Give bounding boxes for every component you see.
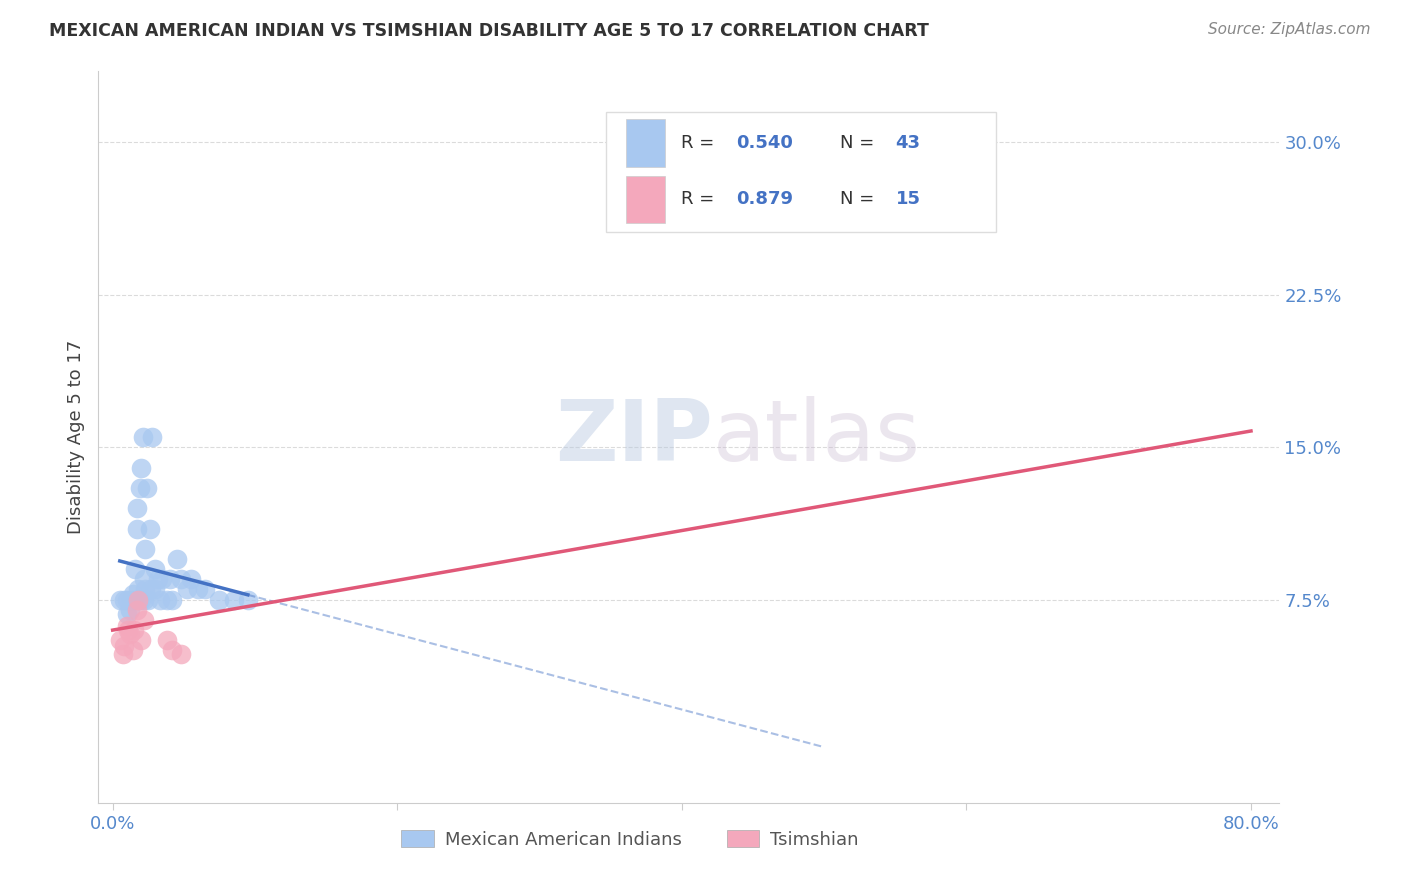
Point: [125, 521, 148, 535]
Text: R =: R =: [681, 134, 720, 152]
Point: [112, 592, 135, 607]
Point: [124, 562, 146, 576]
Point: [143, 562, 166, 576]
Text: Source: ZipAtlas.com: Source: ZipAtlas.com: [1208, 22, 1371, 37]
Point: [149, 592, 172, 607]
Point: [170, 648, 193, 662]
Point: [118, 603, 141, 617]
Point: [127, 582, 149, 597]
Point: [127, 592, 149, 607]
Point: [121, 586, 143, 600]
Point: [143, 582, 166, 597]
Point: [187, 582, 209, 597]
Point: [166, 552, 188, 566]
Point: [131, 430, 153, 444]
Point: [122, 623, 145, 637]
Point: [122, 592, 145, 607]
Text: N =: N =: [841, 190, 880, 209]
Point: [134, 582, 156, 597]
Point: [125, 501, 148, 516]
FancyBboxPatch shape: [606, 112, 995, 232]
Point: [135, 481, 157, 495]
Point: [180, 572, 202, 586]
Point: [156, 633, 179, 648]
Point: [129, 592, 152, 607]
Point: [156, 592, 179, 607]
Point: [127, 592, 149, 607]
Point: [121, 643, 143, 657]
Point: [141, 430, 163, 444]
Bar: [626, 176, 665, 223]
Point: [132, 592, 155, 607]
Point: [115, 592, 138, 607]
Point: [162, 643, 184, 657]
Point: [115, 607, 138, 621]
Bar: [626, 120, 665, 167]
Text: 0.540: 0.540: [737, 134, 793, 152]
Point: [134, 541, 156, 556]
Point: [170, 572, 193, 586]
Text: 0.879: 0.879: [737, 190, 793, 209]
Point: [208, 592, 231, 607]
Point: [194, 582, 217, 597]
Point: [222, 592, 245, 607]
Text: atlas: atlas: [713, 395, 921, 479]
Point: [108, 633, 131, 648]
Point: [115, 619, 138, 633]
Point: [132, 572, 155, 586]
Legend: Mexican American Indians, Tsimshian: Mexican American Indians, Tsimshian: [394, 822, 866, 856]
Text: N =: N =: [841, 134, 880, 152]
Point: [176, 582, 198, 597]
Point: [138, 521, 160, 535]
Point: [148, 572, 170, 586]
Text: R =: R =: [681, 190, 720, 209]
Point: [162, 592, 184, 607]
Point: [120, 592, 142, 607]
Point: [136, 592, 159, 607]
Point: [112, 640, 135, 654]
Point: [118, 627, 141, 641]
Point: [128, 481, 150, 495]
Text: 43: 43: [896, 134, 921, 152]
Y-axis label: Disability Age 5 to 17: Disability Age 5 to 17: [66, 340, 84, 534]
Point: [108, 592, 131, 607]
Text: MEXICAN AMERICAN INDIAN VS TSIMSHIAN DISABILITY AGE 5 TO 17 CORRELATION CHART: MEXICAN AMERICAN INDIAN VS TSIMSHIAN DIS…: [49, 22, 929, 40]
Point: [139, 582, 162, 597]
Point: [117, 623, 139, 637]
Point: [152, 572, 174, 586]
Point: [159, 572, 181, 586]
Point: [125, 603, 148, 617]
Point: [132, 613, 155, 627]
Point: [111, 648, 134, 662]
Text: ZIP: ZIP: [555, 395, 713, 479]
Point: [129, 460, 152, 475]
Point: [236, 592, 259, 607]
Text: 15: 15: [896, 190, 921, 209]
Point: [129, 633, 152, 648]
